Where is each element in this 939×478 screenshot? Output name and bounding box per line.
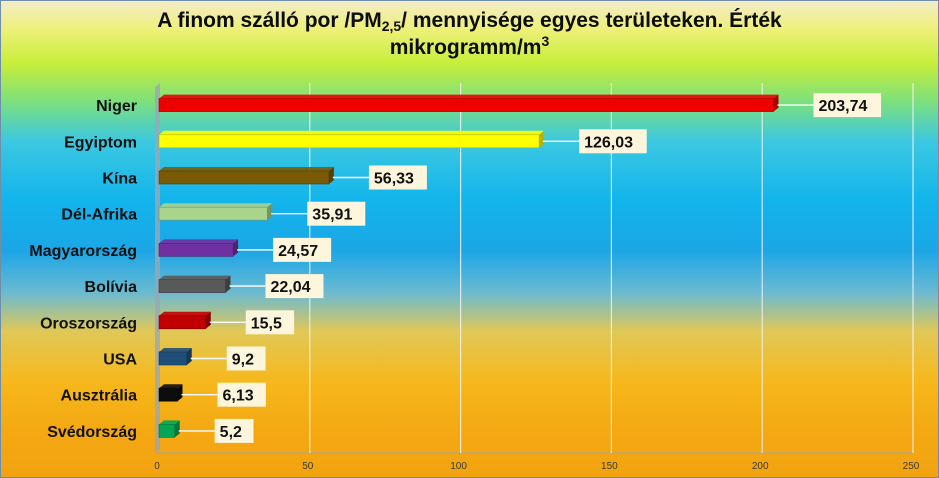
title-superscript: 3 bbox=[541, 33, 550, 49]
value-label: 9,2 bbox=[232, 352, 254, 369]
category-label: Svédország bbox=[47, 424, 137, 441]
category-label: USA bbox=[103, 352, 137, 369]
bar-top-face bbox=[159, 239, 239, 244]
category-label: Oroszország bbox=[40, 315, 137, 332]
bar bbox=[158, 243, 234, 257]
bar bbox=[158, 170, 330, 185]
category-label: Kína bbox=[102, 171, 137, 188]
value-label-box bbox=[214, 418, 254, 443]
value-label: 15,5 bbox=[251, 315, 282, 332]
bar-group: Magyarország 24,57 bbox=[29, 237, 332, 262]
category-label: Niger bbox=[96, 98, 137, 115]
category-label: Bolívia bbox=[85, 279, 138, 296]
bar-top-face bbox=[159, 348, 192, 352]
bar-group: Niger 203,74 bbox=[96, 93, 882, 118]
bar bbox=[158, 206, 268, 221]
title-text-rest: / mennyisége egyes területeken. Érték bbox=[401, 9, 782, 32]
category-label: Dél-Afrika bbox=[61, 207, 137, 224]
bar-end-face bbox=[174, 420, 180, 438]
bar bbox=[158, 387, 178, 402]
bar bbox=[158, 424, 175, 438]
value-label: 35,91 bbox=[312, 207, 352, 224]
bar-group: USA 9,2 bbox=[103, 346, 266, 371]
bar-group: Oroszország 15,5 bbox=[40, 310, 295, 335]
bar-end-face bbox=[225, 275, 231, 293]
bar-group: Svédország 5,2 bbox=[47, 418, 254, 443]
bar-top-face bbox=[159, 94, 779, 99]
bar-end-face bbox=[328, 167, 334, 184]
value-label-box bbox=[265, 274, 324, 299]
bar-top-face bbox=[159, 275, 231, 280]
bar-group: Bolívia 22,04 bbox=[85, 274, 324, 299]
value-label: 203,74 bbox=[818, 98, 867, 115]
bar-end-face bbox=[267, 203, 273, 221]
bar-top-face bbox=[159, 203, 273, 208]
bar-top-face bbox=[159, 311, 211, 316]
bar-top-face bbox=[159, 167, 334, 171]
bar-top-face bbox=[159, 384, 183, 389]
title-subscript: 2,5 bbox=[381, 18, 402, 34]
x-tick-label: 200 bbox=[752, 461, 769, 472]
bar-group: Ausztrália 6,13 bbox=[61, 382, 266, 407]
bar bbox=[158, 98, 774, 112]
value-label-box bbox=[226, 346, 266, 371]
value-label-box bbox=[368, 165, 427, 190]
value-label-box bbox=[579, 129, 647, 154]
bar-group: Egyiptom 126,03 bbox=[64, 129, 647, 154]
bar-top-face bbox=[159, 130, 545, 135]
title-line2: mikrogramm/m bbox=[389, 36, 542, 59]
category-label: Ausztrália bbox=[61, 388, 138, 405]
value-label-box bbox=[217, 382, 266, 407]
category-label: Magyarország bbox=[29, 243, 137, 260]
x-tick-label: 100 bbox=[450, 461, 467, 472]
value-label: 5,2 bbox=[220, 424, 242, 441]
bar-top-face bbox=[159, 420, 180, 425]
bar bbox=[158, 279, 226, 293]
bar-end-face bbox=[773, 94, 779, 112]
value-label-box bbox=[307, 201, 366, 226]
x-tick-label: 0 bbox=[154, 461, 160, 472]
bar-end-face bbox=[205, 311, 211, 329]
value-label: 126,03 bbox=[584, 134, 633, 151]
bar-end-face bbox=[177, 384, 183, 402]
x-tick-label: 50 bbox=[302, 461, 314, 472]
value-label: 24,57 bbox=[278, 243, 318, 260]
category-label: Egyiptom bbox=[64, 134, 137, 151]
value-label: 6,13 bbox=[222, 388, 253, 405]
bar-end-face bbox=[539, 130, 545, 148]
bar bbox=[158, 134, 540, 149]
bar-end-face bbox=[186, 348, 192, 365]
bar-group: Dél-Afrika 35,91 bbox=[61, 201, 366, 226]
value-label-box bbox=[273, 237, 332, 262]
x-tick-label: 150 bbox=[601, 461, 618, 472]
value-label: 22,04 bbox=[270, 279, 310, 296]
x-tick-label: 250 bbox=[903, 461, 920, 472]
bar bbox=[158, 351, 188, 366]
value-label-box bbox=[245, 310, 295, 335]
bar bbox=[158, 315, 207, 330]
chart-title: A finom szálló por /PM2,5/ mennyisége eg… bbox=[1, 7, 938, 61]
title-text: A finom szálló por /PM bbox=[157, 9, 382, 32]
bar-group: Kína 56,33 bbox=[102, 165, 427, 190]
value-label-box bbox=[813, 93, 882, 118]
value-label: 56,33 bbox=[374, 171, 414, 188]
bar-end-face bbox=[233, 239, 239, 257]
